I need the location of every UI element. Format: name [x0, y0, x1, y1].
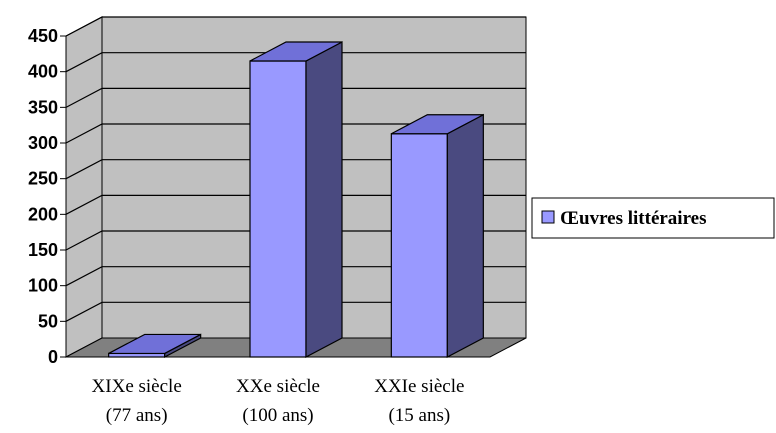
gridline	[65, 194, 526, 215]
side-wall	[65, 16, 103, 358]
bar-side	[446, 113, 484, 358]
category-label: XXIe siècle	[374, 376, 464, 397]
y-tick-label: 100	[28, 276, 58, 296]
category-label: XIXe siècle	[92, 376, 182, 397]
y-tick-label: 400	[28, 62, 58, 82]
y-tick-label: 250	[28, 169, 58, 189]
x-axis-labels: XIXe siècle (77 ans) XXe siècle (100 ans) XX…	[92, 376, 465, 426]
legend: Œuvres littéraires	[531, 197, 775, 239]
y-tick-label: 450	[28, 26, 58, 46]
y-tick-label: 350	[28, 97, 58, 117]
gridline	[65, 230, 526, 251]
y-tick-label: 150	[28, 240, 58, 260]
legend-box	[531, 197, 775, 239]
category-label: (15 ans)	[388, 405, 450, 426]
y-tick-label: 50	[38, 311, 58, 331]
legend-label: Œuvres littéraires	[560, 208, 707, 229]
gridlines	[65, 16, 526, 322]
gridline	[65, 52, 526, 73]
category-label: (100 ans)	[242, 405, 313, 426]
bar-2	[249, 40, 343, 358]
bar-3	[390, 113, 484, 358]
gridline	[65, 159, 526, 180]
bar-front	[390, 133, 448, 358]
bar-1	[108, 333, 202, 358]
bars	[108, 40, 484, 358]
y-axis: 0 50 100 150 200 250 300 350 400 450	[28, 26, 67, 367]
gridline	[65, 266, 526, 287]
legend-swatch	[541, 210, 555, 224]
bar-top	[108, 333, 201, 355]
bar-side	[305, 40, 343, 358]
gridline	[65, 123, 526, 144]
bar-top	[249, 41, 343, 62]
y-tick-label: 0	[48, 347, 58, 367]
category-label: XXe siècle	[236, 376, 320, 397]
gridline	[65, 301, 526, 322]
y-tick-label: 300	[28, 133, 58, 153]
category-label: (77 ans)	[106, 405, 168, 426]
bar-front	[249, 60, 307, 358]
bar-top	[391, 114, 484, 135]
gridline	[65, 87, 526, 108]
y-tick-label: 200	[28, 204, 58, 224]
gridline	[65, 16, 526, 37]
